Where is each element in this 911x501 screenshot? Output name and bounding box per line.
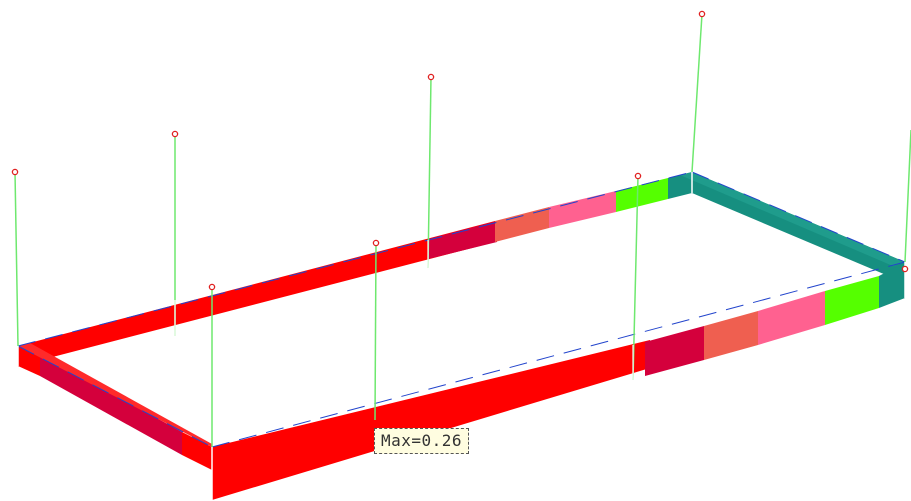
beam-left-crimson[interactable]	[40, 354, 182, 455]
beam-front-crimson[interactable]	[645, 326, 704, 376]
beam-left[interactable]	[18, 343, 212, 470]
beam-front-pink[interactable]	[758, 291, 825, 345]
beam-segment-salmon[interactable]	[495, 207, 549, 242]
node-marker[interactable]	[902, 266, 907, 271]
column-8[interactable]	[905, 130, 911, 262]
beam-front-salmon[interactable]	[704, 311, 758, 360]
node-marker[interactable]	[699, 11, 704, 16]
beam-segment-green[interactable]	[616, 178, 668, 212]
beam-back[interactable]	[18, 172, 692, 366]
max-value-label: Max=0.26	[374, 428, 469, 454]
node-marker[interactable]	[428, 74, 433, 79]
node-marker[interactable]	[209, 284, 214, 289]
beam-segment-red[interactable]	[18, 221, 495, 366]
node-marker[interactable]	[373, 240, 378, 245]
node-marker[interactable]	[635, 173, 640, 178]
beam-segment-pink[interactable]	[549, 191, 616, 228]
node-marker[interactable]	[12, 169, 17, 174]
beam-front[interactable]	[212, 262, 905, 500]
column-4[interactable]	[375, 243, 376, 420]
node-marker[interactable]	[172, 131, 177, 136]
beam-front-green[interactable]	[825, 276, 879, 325]
column-7[interactable]	[692, 14, 702, 172]
beam-right-top-shade	[680, 172, 905, 266]
column-1[interactable]	[15, 172, 18, 346]
beam-front-red[interactable]	[212, 340, 650, 500]
beam-segment-crimson[interactable]	[428, 221, 497, 259]
beam-right[interactable]	[680, 172, 905, 283]
